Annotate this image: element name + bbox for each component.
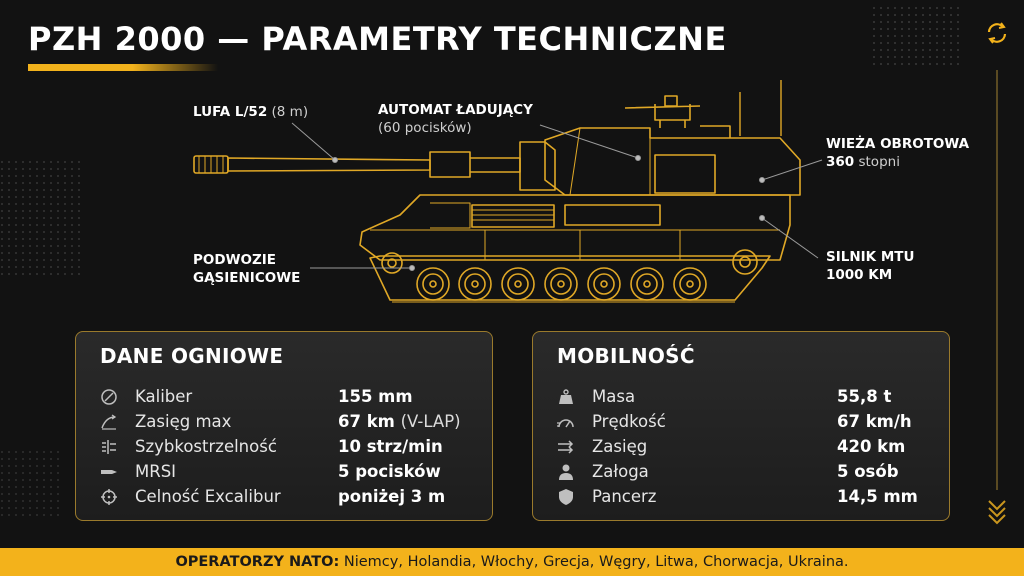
mobility-row-speed: Prędkość 67 km/h [533, 410, 949, 435]
page-title: PZH 2000 — PARAMETRY TECHNICZNE [28, 20, 727, 58]
dot-grid-top-right [872, 6, 962, 66]
fire-value-note: (V-LAP) [400, 412, 461, 431]
speedometer-icon [557, 419, 574, 428]
callout-chassis-line2: GĄSIENICOWE [193, 270, 301, 286]
decorative-vertical-line [996, 70, 998, 490]
mobility-row-weight: Masa 55,8 t [533, 385, 949, 410]
mobility-label: Załoga [592, 462, 649, 481]
mobility-label: Masa [592, 387, 636, 406]
refresh-icon[interactable] [984, 20, 1010, 46]
crew-icon [559, 464, 573, 480]
callout-engine: SILNIK MTU 1000 KM [826, 248, 914, 284]
rate-of-fire-icon [102, 440, 116, 454]
callout-engine-line1: SILNIK MTU [826, 249, 915, 265]
fire-row-caliber: Kaliber 155 mm [76, 385, 492, 410]
fire-label: Kaliber [135, 387, 193, 406]
crosshair-icon [101, 489, 117, 505]
callout-barrel: LUFA L/52 (8 m) [193, 103, 308, 121]
callout-barrel-length: (8 m) [271, 104, 309, 120]
title-underline [28, 64, 218, 71]
dot-grid-left [0, 160, 80, 280]
callout-turret-title: WIEŻA OBROTOWA [826, 136, 970, 152]
fire-row-accuracy: Celność Excalibur poniżej 3 m [76, 485, 492, 510]
mobility-label: Prędkość [592, 412, 666, 431]
fire-row-range: Zasięg max 67 km (V-LAP) [76, 410, 492, 435]
fire-value: 10 strz/min [338, 437, 443, 456]
fire-row-mrsi: MRSI 5 pocisków [76, 460, 492, 485]
callout-barrel-title: LUFA L/52 [193, 104, 268, 120]
fire-value: 67 km (V-LAP) [338, 412, 461, 431]
mobility-row-armor: Pancerz 14,5 mm [533, 485, 949, 510]
range-arc-icon [101, 414, 117, 430]
footer-operators-list: Niemcy, Holandia, Włochy, Grecja, Węgry,… [343, 554, 849, 570]
weight-icon [559, 389, 573, 404]
callout-chassis-line1: PODWOZIE [193, 252, 276, 268]
callout-turret-degrees: 360 [826, 154, 855, 170]
fire-data-heading: DANE OGNIOWE [100, 344, 284, 368]
fire-label: Celność Excalibur [135, 487, 281, 506]
mobility-value: 420 km [837, 437, 906, 456]
range-arrows-icon [558, 440, 574, 454]
callout-autoloader-capacity: (60 pocisków) [378, 120, 472, 136]
mobility-panel: MOBILNOŚĆ Masa 55,8 t Prędkość 67 km/h Z… [532, 331, 950, 521]
caliber-icon [101, 389, 117, 405]
fire-value: poniżej 3 m [338, 487, 446, 506]
mobility-row-crew: Załoga 5 osób [533, 460, 949, 485]
shield-icon [559, 489, 573, 505]
footer-operators-bar: OPERATORZY NATO: Niemcy, Holandia, Włoch… [0, 548, 1024, 576]
tank-outline-illustration [193, 80, 823, 303]
fire-label: Szybkostrzelność [135, 437, 277, 456]
mobility-value: 14,5 mm [837, 487, 918, 506]
fire-label: MRSI [135, 462, 177, 481]
fire-value: 5 pocisków [338, 462, 441, 481]
shell-icon [101, 470, 117, 474]
mobility-label: Zasięg [592, 437, 648, 456]
fire-value: 155 mm [338, 387, 413, 406]
mobility-value: 5 osób [837, 462, 899, 481]
callout-chassis: PODWOZIE GĄSIENICOWE [193, 251, 300, 287]
footer-label: OPERATORZY NATO: [175, 554, 340, 570]
callout-autoloader-title: AUTOMAT ŁADUJĄCY [378, 102, 533, 118]
fire-label: Zasięg max [135, 412, 232, 431]
scroll-down-chevron-icon[interactable] [986, 495, 1008, 525]
mobility-value: 55,8 t [837, 387, 892, 406]
callout-turret: WIEŻA OBROTOWA 360 stopni [826, 135, 969, 171]
mobility-value: 67 km/h [837, 412, 912, 431]
callout-turret-unit: stopni [858, 154, 900, 170]
fire-row-rate: Szybkostrzelność 10 strz/min [76, 435, 492, 460]
fire-data-panel: DANE OGNIOWE Kaliber 155 mm Zasięg max 6… [75, 331, 493, 521]
mobility-row-range: Zasięg 420 km [533, 435, 949, 460]
mobility-label: Pancerz [592, 487, 657, 506]
dot-grid-bottom-left [0, 450, 60, 520]
callout-engine-line2: 1000 KM [826, 267, 893, 283]
mobility-heading: MOBILNOŚĆ [557, 344, 695, 368]
callout-autoloader: AUTOMAT ŁADUJĄCY (60 pocisków) [378, 101, 533, 137]
